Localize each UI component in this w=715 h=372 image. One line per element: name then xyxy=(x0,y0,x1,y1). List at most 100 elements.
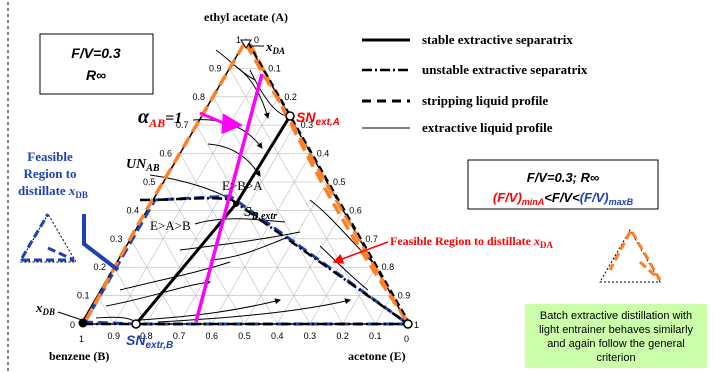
extractive-profile-line xyxy=(231,63,270,119)
triangle-outline xyxy=(79,38,410,325)
right-tick-label: 0.3 xyxy=(301,120,314,130)
svg-text:Feasible: Feasible xyxy=(27,149,73,164)
right-tick-label: 0.7 xyxy=(365,234,378,244)
params-box xyxy=(39,33,154,95)
corner-top-1: 1 xyxy=(236,35,241,45)
grid-line xyxy=(196,125,311,325)
isovolatility-line xyxy=(194,73,264,323)
xDA-label: xDA xyxy=(265,39,285,56)
left-tick-label: 0.5 xyxy=(143,177,156,187)
left-tick-label: 0.2 xyxy=(93,262,106,272)
bottom-tick-label: 0.7 xyxy=(173,331,186,341)
alpha-label: αAB=1 xyxy=(138,106,182,130)
legend-label-stripping: stripping liquid profile xyxy=(422,93,548,108)
extractive-profile-line xyxy=(179,231,301,251)
feasible-A-arrow xyxy=(332,241,389,264)
feasible-A-label: Feasible Region to distillate xDA xyxy=(390,234,553,250)
bottom-tick-label: 0.4 xyxy=(271,331,284,341)
xDB-pointer xyxy=(57,311,83,321)
left-tick-label: 0.3 xyxy=(110,234,123,244)
extractive-profile-line xyxy=(157,298,351,323)
right-tick-label: 0.2 xyxy=(284,92,297,102)
left-tick-label: 0.9 xyxy=(209,63,222,73)
legend-label-extractive: extractive liquid profile xyxy=(422,120,553,135)
legend-label-stable: stable extractive separatrix xyxy=(422,32,573,47)
right-tick-label: 0.5 xyxy=(333,177,346,187)
region-EAB-label: E>A>B xyxy=(150,218,191,233)
criterion-box xyxy=(467,159,659,210)
tick-labels: 0.9 0.8 0.7 0.6 0.5 0.4 0.3 0.2 0.1 0.1 0.2 0.3 0.4 0… xyxy=(77,63,410,341)
benzene-vertex-point xyxy=(78,318,88,328)
legend-label-unstable: unstable extractive separatrix xyxy=(422,62,588,77)
right-tick-label: 0.1 xyxy=(268,63,281,73)
right-tick-label: 0.9 xyxy=(398,291,411,301)
bottom-tick-label: 0.3 xyxy=(304,331,317,341)
grid-line xyxy=(113,267,147,325)
extractive-profile-line xyxy=(119,261,231,291)
region-EBA-label: E>B>A xyxy=(222,178,263,193)
grid-line xyxy=(178,125,295,325)
extractive-profile-line xyxy=(319,245,369,291)
extractive-profile-line xyxy=(209,237,287,261)
isovolatility-pointer xyxy=(199,111,243,135)
extractive-profile-line xyxy=(215,49,256,81)
left-tick-label: 0.1 xyxy=(77,291,90,301)
svg-text:Region to: Region to xyxy=(23,166,76,181)
unstable-separatrix xyxy=(139,196,409,326)
ethyl-acetate-vertex-marker xyxy=(240,39,252,49)
corner-left-1: 1 xyxy=(79,334,84,344)
feasible-B-label: Feasible Region to distillate xDB xyxy=(18,149,88,200)
corner-top-0: 0 xyxy=(254,35,259,45)
corner-right-1: 1 xyxy=(414,320,419,330)
bottom-tick-label: 0.1 xyxy=(369,331,382,341)
SN-ext-A-point xyxy=(285,111,295,121)
extractive-profile-line xyxy=(194,218,286,225)
left-tick-label: 0.6 xyxy=(159,149,172,159)
bottom-tick-label: 0.5 xyxy=(238,331,251,341)
corner-left-0: 0 xyxy=(70,320,75,330)
vertex-right-label: acetone (E) xyxy=(348,349,406,363)
params-line2: R∞ xyxy=(86,67,106,83)
vertex-top-label: ethyl acetate (A) xyxy=(204,10,288,24)
grid-line xyxy=(276,210,344,325)
bottom-tick-label: 0.9 xyxy=(107,331,120,341)
right-tick-label: 0.4 xyxy=(317,149,330,159)
SN-extr-B-label: SNextr,B xyxy=(126,332,173,351)
UN-AB-label: UNAB xyxy=(126,157,160,174)
left-tick-label: 0.8 xyxy=(192,92,205,102)
right-tick-label: 0.8 xyxy=(382,262,395,272)
bottom-tick-label: 0.2 xyxy=(336,331,349,341)
note-box: Batch extractive distillation with light… xyxy=(525,304,707,368)
SN-extr-B-point xyxy=(131,319,141,329)
grid-line xyxy=(309,238,360,325)
extractive-profile-line xyxy=(149,174,233,201)
bottom-tick-label: 0.8 xyxy=(140,331,153,341)
S-B-extr-label: SB,extr xyxy=(244,205,277,222)
params-line1: F/V=0.3 xyxy=(71,45,121,61)
bottom-tick-label: 0.6 xyxy=(206,331,219,341)
grid-line xyxy=(113,68,263,325)
feasible-B-triangle-icon xyxy=(19,213,120,272)
svg-text:distillate xDB: distillate xDB xyxy=(18,183,88,200)
S-B-extr-point xyxy=(233,201,239,207)
left-tick-label: 0.7 xyxy=(176,120,189,130)
grid-line xyxy=(163,181,245,325)
criterion-line1: F/V=0.3; R∞ xyxy=(527,170,599,185)
SN-ext-A-label: SNext,A xyxy=(296,109,340,128)
grid-line xyxy=(375,295,393,325)
grid-line xyxy=(244,181,328,325)
vertex-left-label: benzene (B) xyxy=(49,349,109,363)
left-tick-label: 0.4 xyxy=(126,205,139,215)
feasible-A-triangle-icon xyxy=(599,228,662,283)
extractive-profile-line xyxy=(249,69,289,117)
acetone-vertex-point xyxy=(403,319,413,329)
criterion-line2: (F/V)minA<F/V<(F/V)maxB xyxy=(493,190,634,207)
right-tick-label: 0.6 xyxy=(349,205,362,215)
grid-line xyxy=(342,267,376,325)
xDB-label: xDB xyxy=(35,300,55,317)
stripping-profile-black xyxy=(247,41,411,325)
extractive-profile-line xyxy=(139,298,281,321)
corner-right-0: 0 xyxy=(404,334,409,344)
